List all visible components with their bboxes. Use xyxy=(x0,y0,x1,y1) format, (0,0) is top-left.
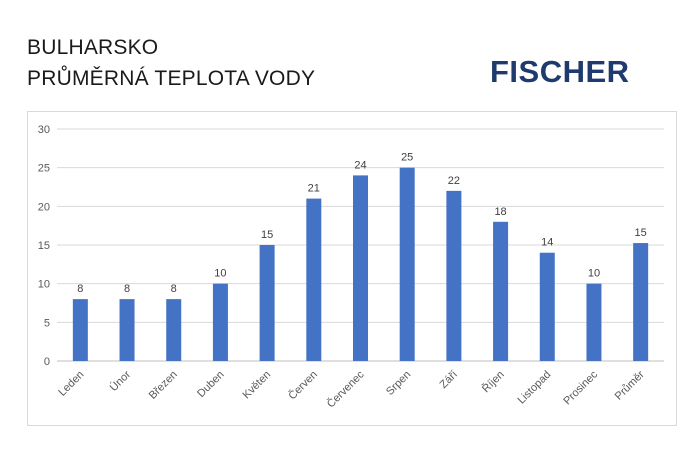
x-tick-label: Leden xyxy=(56,369,86,399)
bar xyxy=(446,190,462,361)
data-label: 15 xyxy=(635,227,647,239)
data-label: 24 xyxy=(354,159,366,171)
bar xyxy=(212,283,228,361)
x-tick-label: Červenec xyxy=(324,368,367,411)
chart-frame xyxy=(27,111,677,426)
x-tick-label: Srpen xyxy=(384,369,413,398)
x-tick-label: Listopad xyxy=(515,369,553,407)
data-label: 18 xyxy=(494,206,506,218)
fischer-logo: FISCHER xyxy=(490,54,630,89)
data-label: 22 xyxy=(448,175,460,187)
x-tick-label: Říjen xyxy=(479,368,506,395)
y-tick-label: 15 xyxy=(38,240,50,252)
data-label: 25 xyxy=(401,152,413,164)
bar xyxy=(353,175,368,361)
x-tick-label: Květen xyxy=(241,369,274,402)
data-label: 8 xyxy=(171,283,177,295)
y-tick-label: 25 xyxy=(38,163,50,175)
x-tick-label: Září xyxy=(438,369,460,391)
data-label: 14 xyxy=(541,237,553,249)
y-tick-label: 10 xyxy=(38,279,50,291)
data-label: 21 xyxy=(308,183,320,195)
bar xyxy=(166,299,182,361)
bar xyxy=(586,283,602,361)
bar xyxy=(119,299,135,361)
data-label: 8 xyxy=(124,283,130,295)
title-line-country: BULHARSKO xyxy=(27,36,159,59)
bar xyxy=(539,252,555,361)
bar xyxy=(493,221,509,361)
bar xyxy=(399,167,415,361)
bar xyxy=(306,198,322,361)
y-tick-label: 20 xyxy=(38,201,50,213)
x-tick-label: Červen xyxy=(286,368,320,402)
data-label: 15 xyxy=(261,229,273,241)
x-tick-label: Duben xyxy=(195,369,226,400)
data-label: 10 xyxy=(214,268,226,280)
bar xyxy=(259,245,275,361)
bar xyxy=(633,243,649,361)
y-tick-label: 0 xyxy=(44,356,50,368)
x-tick-label: Průměr xyxy=(613,368,647,402)
title-line-subject: PRŮMĚRNÁ TEPLOTA VODY xyxy=(27,67,316,90)
x-tick-label: Únor xyxy=(107,368,133,394)
data-label: 10 xyxy=(588,268,600,280)
x-tick-label: Březen xyxy=(147,369,180,402)
x-tick-label: Prosinec xyxy=(561,368,600,407)
bar xyxy=(72,299,88,361)
y-tick-label: 30 xyxy=(38,124,50,136)
data-label: 8 xyxy=(77,283,83,295)
chart-title: BULHARSKO PRŮMĚRNÁ TEPLOTA VODY xyxy=(27,32,315,94)
y-tick-label: 5 xyxy=(44,317,50,329)
